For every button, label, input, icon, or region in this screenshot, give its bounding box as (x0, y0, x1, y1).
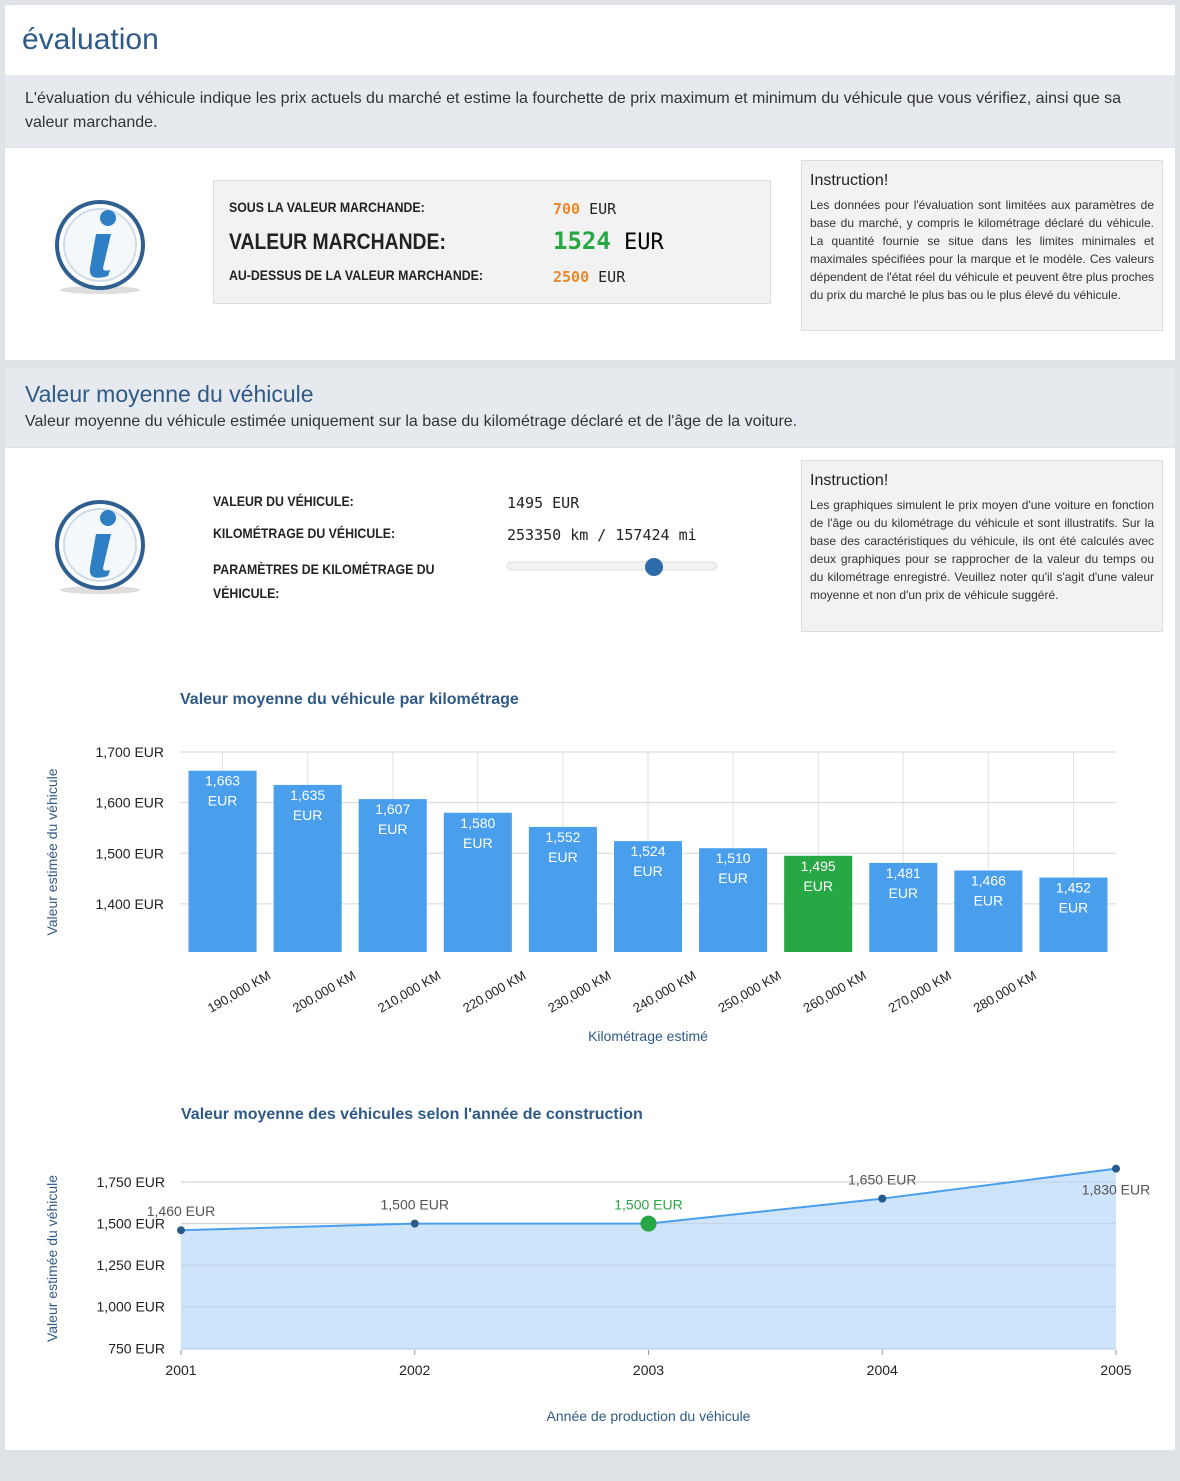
y-tick-label: 1,500 EUR (96, 845, 164, 861)
section-title: Valeur moyenne du véhicule (25, 381, 314, 407)
x-tick-label: 2005 (1100, 1362, 1131, 1378)
value-label: 1,552 EUR (545, 829, 580, 865)
info-icon (55, 200, 145, 294)
y-axis-title: Valeur estimée du véhicule (44, 768, 60, 935)
x-tick-label: 280,000 KM (971, 968, 1039, 1016)
y-axis-title: Valeur estimée du véhicule (44, 1175, 60, 1342)
value-label: 1,452 EUR (1056, 880, 1091, 916)
value-number: 1524 (553, 227, 611, 255)
bar (1039, 877, 1108, 952)
point (177, 1226, 185, 1235)
bar (273, 784, 342, 952)
x-tick-label: 210,000 KM (375, 968, 443, 1016)
x-tick-label: 2001 (165, 1362, 196, 1378)
description: L'évaluation du véhicule indique les pri… (25, 90, 1122, 131)
value-label: 1,510 EUR (716, 850, 751, 886)
x-tick-label: 2002 (399, 1362, 430, 1378)
value-label: 1,580 EUR (460, 815, 495, 851)
value-label: 1,500 EUR (614, 1197, 682, 1213)
y-tick-label: 1,500 EUR (97, 1216, 165, 1232)
value-label: 1,495 EUR (801, 858, 836, 894)
value-label: 1,524 EUR (630, 843, 665, 879)
info-icon (55, 500, 145, 594)
mileage-slider[interactable] (506, 558, 718, 576)
point (878, 1194, 887, 1203)
bar (954, 870, 1023, 952)
value-unit: EUR (589, 200, 617, 218)
bar (784, 855, 853, 952)
bar (358, 799, 427, 952)
y-tick-label: 1,700 EUR (96, 744, 164, 760)
x-tick-label: 250,000 KM (715, 968, 783, 1016)
value-number: 700 (553, 200, 581, 218)
row-label: PARAMÈTRES DE KILOMÉTRAGE DU VÉHICULE: (213, 561, 435, 601)
row-value: 700 EUR (553, 200, 616, 218)
instruction-box: Instruction! Les données pour l'évaluati… (801, 160, 1163, 331)
row-label: AU-DESSUS DE LA VALEUR MARCHANDE: (229, 267, 483, 283)
chart-title: Valeur moyenne des véhicules selon l'ann… (181, 1106, 643, 1123)
value-label: 1,650 EUR (848, 1172, 916, 1188)
x-tick-label: 200,000 KM (290, 968, 358, 1016)
bar (528, 826, 597, 952)
instruction-title: Instruction! (810, 172, 889, 189)
row-value: 253350 km / 157424 mi (507, 526, 697, 544)
x-axis-title: Kilométrage estimé (588, 1028, 708, 1044)
valuation-box: SOUS LA VALEUR MARCHANDE: 700 EUR VALEUR… (213, 180, 771, 304)
point (1112, 1164, 1120, 1173)
description-band: L'évaluation du véhicule indique les pri… (5, 75, 1175, 147)
value-label: 1,460 EUR (147, 1203, 215, 1219)
x-tick-label: 190,000 KM (205, 968, 273, 1016)
y-tick-label: 1,600 EUR (96, 795, 164, 811)
bar (188, 770, 257, 952)
instruction-text: Les graphiques simulent le prix moyen d'… (810, 498, 1154, 602)
value-label: 1,635 EUR (290, 787, 325, 823)
y-tick-label: 1,400 EUR (96, 896, 164, 912)
bar (869, 862, 938, 952)
x-axis-title: Année de production du véhicule (547, 1408, 751, 1424)
y-tick-label: 1,750 EUR (97, 1174, 165, 1190)
value-label: 1,830 EUR (1082, 1182, 1150, 1198)
value-unit: EUR (598, 268, 626, 286)
y-tick-label: 1,000 EUR (97, 1299, 165, 1315)
y-tick-label: 750 EUR (108, 1340, 165, 1356)
section-subtitle: Valeur moyenne du véhicule estimée uniqu… (25, 413, 798, 430)
value-label: 1,500 EUR (381, 1197, 449, 1213)
x-tick-label: 2004 (867, 1362, 898, 1378)
chart-title: Valeur moyenne du véhicule par kilométra… (180, 691, 519, 708)
bar (443, 812, 512, 952)
value-label: 1,607 EUR (375, 801, 410, 837)
row-value: 1524 EUR (553, 227, 664, 255)
y-tick-label: 1,250 EUR (97, 1257, 165, 1273)
bar (699, 848, 768, 952)
point (410, 1219, 419, 1228)
instruction-title: Instruction! (810, 472, 889, 489)
x-tick-label: 2003 (633, 1362, 664, 1378)
area (181, 1168, 1116, 1350)
value-label: 1,481 EUR (886, 865, 921, 901)
header: évaluation (5, 5, 1175, 75)
value-number: 2500 (553, 268, 590, 286)
row-label: SOUS LA VALEUR MARCHANDE: (229, 199, 425, 215)
row-label: KILOMÉTRAGE DU VÉHICULE: (213, 525, 396, 541)
x-tick-label: 270,000 KM (886, 968, 954, 1016)
row-label: VALEUR DU VÉHICULE: (213, 493, 354, 509)
row-value: 1495 EUR (507, 494, 580, 512)
value-unit: EUR (624, 230, 664, 255)
x-tick-label: 260,000 KM (801, 968, 869, 1016)
value-label: 1,466 EUR (971, 872, 1006, 908)
bar (613, 841, 683, 952)
point (640, 1215, 657, 1232)
page-title: évaluation (22, 23, 159, 56)
value-label: 1,663 EUR (205, 773, 240, 809)
row-value: 2500 EUR (553, 268, 625, 286)
instruction-text: Les données pour l'évaluation sont limit… (810, 198, 1154, 302)
average-header: Valeur moyenne du véhicule Valeur moyenn… (5, 368, 1175, 447)
x-tick-label: 230,000 KM (545, 968, 613, 1016)
x-tick-label: 240,000 KM (630, 968, 698, 1016)
instruction-box: Instruction! Les graphiques simulent le … (801, 460, 1163, 632)
x-tick-label: 220,000 KM (460, 968, 528, 1016)
row-label: VALEUR MARCHANDE: (229, 229, 446, 254)
